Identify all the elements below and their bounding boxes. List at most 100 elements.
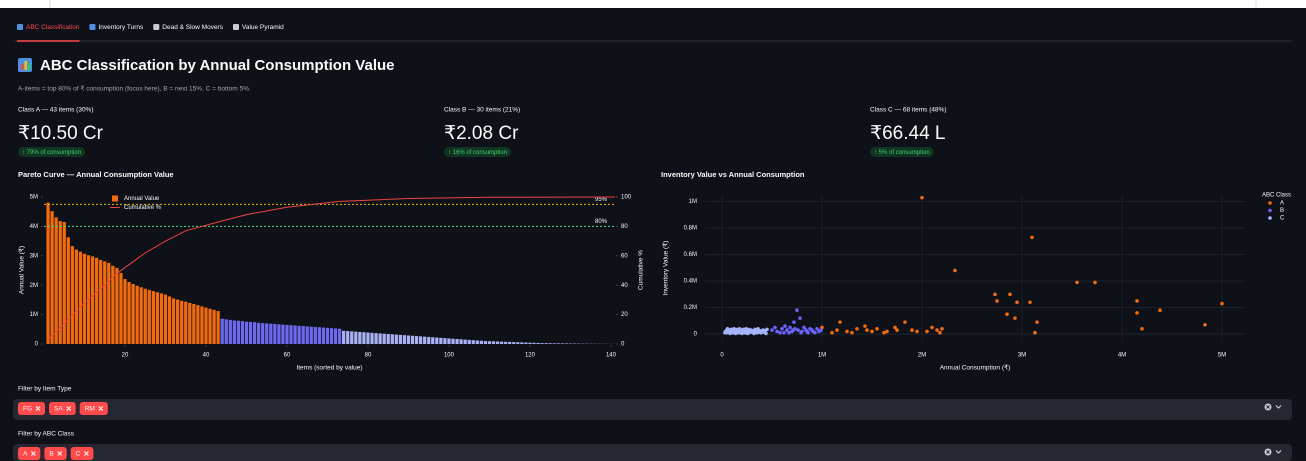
chip[interactable] [79,402,108,415]
point [863,324,867,328]
bar [107,262,111,344]
point [893,325,897,330]
dropdown-chevron[interactable] [1275,405,1282,409]
bar [58,221,62,344]
chart-title: Pareto Curve — Annual Consumption Value [18,170,174,179]
point [938,330,942,335]
bar [131,284,135,344]
filter-label: Filter by ABC Class [18,431,75,438]
point [895,328,899,332]
bar [232,320,236,344]
y-tick-label: 0.2M [684,305,697,311]
bar [467,339,471,344]
bar [188,302,192,344]
point [1013,316,1017,320]
bar [536,342,540,344]
metric-delta: ↑ 79% of consumption [22,150,81,156]
y-tick-label: 0.8M [684,226,697,232]
point [792,320,796,324]
bar [455,339,459,344]
point [1158,308,1162,313]
bar [346,331,350,344]
point [783,324,787,328]
bar [386,334,390,344]
clear-all-x[interactable] [1266,405,1270,409]
bar [265,323,269,344]
chip-remove[interactable] [30,451,36,456]
bar [491,341,496,344]
chip-remove[interactable] [35,406,41,411]
point [811,329,815,334]
bar [524,342,528,344]
tab[interactable]: Value Pyramid [242,24,284,31]
bar [499,341,504,344]
bar [338,328,342,344]
bar [50,211,54,344]
bar [163,294,168,344]
bar [394,334,398,344]
legend-swatch [1268,208,1272,213]
point [885,329,889,334]
chip-label: RM [85,406,95,413]
multiselect[interactable] [13,444,1292,461]
chip[interactable] [70,447,94,460]
y2-tick-label: 40 [621,283,628,289]
chip[interactable] [49,402,76,415]
x-tick-label: 60 [284,353,291,359]
y2-tick-label: 0 [621,342,625,348]
bar [520,342,524,344]
bar [62,221,66,344]
point [935,328,939,332]
cumulative-line [47,196,616,340]
title-icon-bar [21,64,24,70]
point [870,329,874,334]
point [775,329,779,334]
bar [548,343,552,344]
point [782,330,786,335]
bar [427,336,431,344]
multiselect[interactable] [13,399,1292,420]
bar [99,259,103,344]
chip[interactable] [18,402,46,415]
bar [248,321,253,344]
y2-tick-label: 80 [621,224,628,230]
bar [366,332,370,344]
point [1075,280,1079,285]
tab[interactable]: ABC Classification [26,24,80,31]
bar [289,325,293,344]
x-tick-label: 0 [720,353,724,359]
bar [443,338,447,344]
point [747,329,752,334]
chip[interactable] [18,447,41,460]
bar [495,341,500,344]
point [791,328,795,332]
bar [228,319,232,344]
chip[interactable] [44,447,67,460]
x-tick-label: 5M [1218,353,1226,359]
tab[interactable]: Inventory Turns [98,24,144,31]
tab[interactable]: Dead & Slow Movers [162,24,223,31]
dropdown-chevron[interactable] [1275,450,1282,454]
point [930,325,934,330]
legend-label: Annual Value [124,196,160,202]
bar [516,342,520,344]
bar [410,335,415,344]
bar [139,287,143,344]
metric-label: Class B — 30 items (21%) [444,107,520,114]
chip-remove[interactable] [84,451,89,456]
filter-label: Filter by Item Type [18,386,72,393]
y-axis-title: Inventory Value (₹) [663,241,670,296]
chip-remove[interactable] [66,406,72,411]
bar [95,257,99,344]
bar [370,332,374,344]
threshold-label: 80% [595,219,608,225]
chip-remove[interactable] [98,406,104,411]
bar [329,328,334,344]
clear-all-x[interactable] [1266,450,1270,454]
chip-remove[interactable] [57,451,63,456]
bar [475,340,479,344]
point [1033,330,1037,335]
y-tick-label: 0.4M [684,279,697,285]
bar [508,341,512,344]
